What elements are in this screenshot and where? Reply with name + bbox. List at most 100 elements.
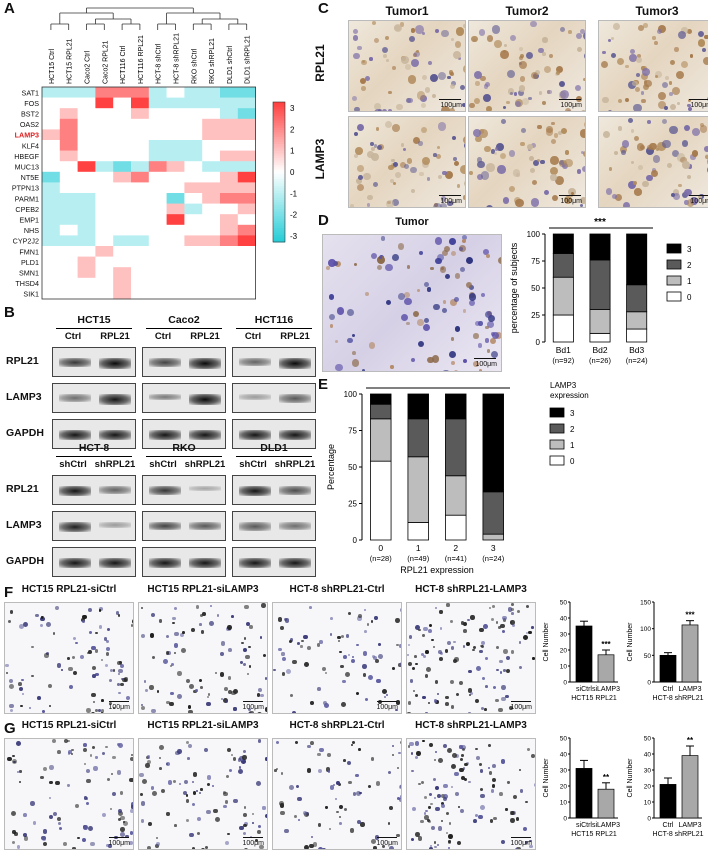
stained-cell — [582, 31, 585, 40]
stained-cell — [434, 680, 439, 684]
y-tick-label: 50 — [531, 284, 540, 293]
stained-cell — [382, 845, 385, 848]
heatmap-cell — [131, 246, 150, 257]
stained-cell — [571, 191, 575, 195]
stained-cell — [228, 689, 232, 694]
stained-cell — [654, 74, 658, 79]
stained-cell — [94, 649, 99, 653]
heatmap-cell — [148, 108, 167, 120]
stained-cell — [658, 25, 667, 34]
stained-cell — [155, 842, 160, 846]
stained-cell — [469, 171, 473, 175]
stained-cell — [462, 645, 466, 648]
stained-cell — [532, 159, 540, 167]
stained-cell — [198, 791, 201, 794]
heatmap-row-label: MUC13 — [15, 162, 39, 171]
stained-cell — [384, 696, 387, 699]
x-axis-label: RPL21 expression — [400, 565, 474, 575]
stained-cell — [16, 771, 20, 774]
stained-cell — [117, 811, 123, 817]
scale-bar — [689, 99, 708, 100]
heatmap-cell — [148, 277, 167, 289]
stained-cell — [662, 81, 669, 88]
stained-cell — [243, 848, 249, 849]
stained-cell — [510, 620, 515, 626]
heatmap-cell — [59, 224, 78, 236]
heatmap-cell — [148, 214, 167, 226]
stained-cell — [343, 758, 347, 762]
stained-cell — [346, 760, 352, 766]
heatmap-cell — [42, 129, 61, 141]
stained-cell — [475, 81, 480, 86]
legend-title: expression — [550, 391, 589, 400]
stained-cell — [82, 620, 86, 624]
heatmap-cell — [77, 267, 96, 279]
colorbar-segment — [273, 200, 285, 203]
scale-bar-label: 100μm — [376, 840, 398, 847]
x-tick-label: Bd3 — [629, 345, 644, 355]
stained-cell — [371, 21, 376, 26]
heatmap-cell — [220, 246, 239, 257]
stacked-bar-segment — [407, 522, 429, 541]
stained-cell — [525, 840, 528, 844]
bar — [659, 784, 677, 819]
stained-cell — [392, 181, 397, 185]
stacked-bar-segment — [445, 393, 467, 420]
stained-cell — [481, 676, 485, 680]
stained-cell — [101, 813, 106, 818]
stained-cell — [531, 72, 538, 80]
stained-cell — [640, 91, 645, 95]
stained-cell — [321, 667, 326, 672]
stained-cell — [486, 106, 492, 111]
stained-cell — [395, 709, 398, 712]
blot-strip — [142, 347, 226, 377]
heatmap-cell — [95, 171, 114, 183]
colorbar-segment — [273, 146, 285, 150]
stained-cell — [697, 39, 706, 47]
x-tick-label: LAMP3 — [679, 686, 702, 693]
stained-cell — [130, 802, 133, 807]
heatmap-cell — [166, 277, 185, 289]
stained-cell — [444, 246, 451, 253]
group-underline — [56, 456, 132, 457]
stained-cell — [478, 29, 486, 37]
stained-cell — [150, 785, 155, 790]
stained-cell — [496, 645, 500, 649]
blot-band — [59, 358, 91, 367]
bar — [575, 625, 593, 683]
stained-cell — [628, 118, 634, 124]
lane-label: Ctrl — [154, 331, 172, 342]
stained-cell — [404, 291, 411, 298]
stained-cell — [392, 744, 395, 748]
stained-cell — [223, 790, 227, 795]
stained-cell — [101, 699, 104, 702]
stained-cell — [22, 622, 28, 627]
stained-cell — [675, 71, 684, 80]
stained-cell — [480, 292, 486, 297]
stained-cell — [312, 842, 318, 847]
stained-cell — [243, 648, 248, 653]
stained-cell — [407, 661, 413, 667]
stained-cell — [111, 792, 116, 797]
stained-cell — [143, 680, 147, 683]
scale-bar — [243, 701, 263, 702]
stained-cell — [276, 740, 280, 744]
stained-cell — [339, 822, 342, 825]
stained-cell — [490, 149, 496, 154]
stained-cell — [413, 136, 421, 144]
y-tick-label: 30 — [644, 768, 652, 775]
stained-cell — [462, 235, 468, 241]
stained-cell — [200, 788, 203, 791]
stained-cell — [706, 165, 708, 174]
heatmap-cell — [77, 288, 96, 300]
stained-cell — [207, 692, 211, 696]
stained-cell — [440, 106, 450, 111]
stained-cell — [411, 667, 415, 671]
heatmap-cell — [42, 288, 61, 300]
stained-cell — [488, 771, 492, 775]
lane-label: Ctrl — [64, 331, 82, 342]
stained-cell — [101, 659, 104, 662]
stained-cell — [480, 793, 485, 799]
stained-cell — [559, 89, 569, 99]
stained-cell — [497, 165, 506, 174]
